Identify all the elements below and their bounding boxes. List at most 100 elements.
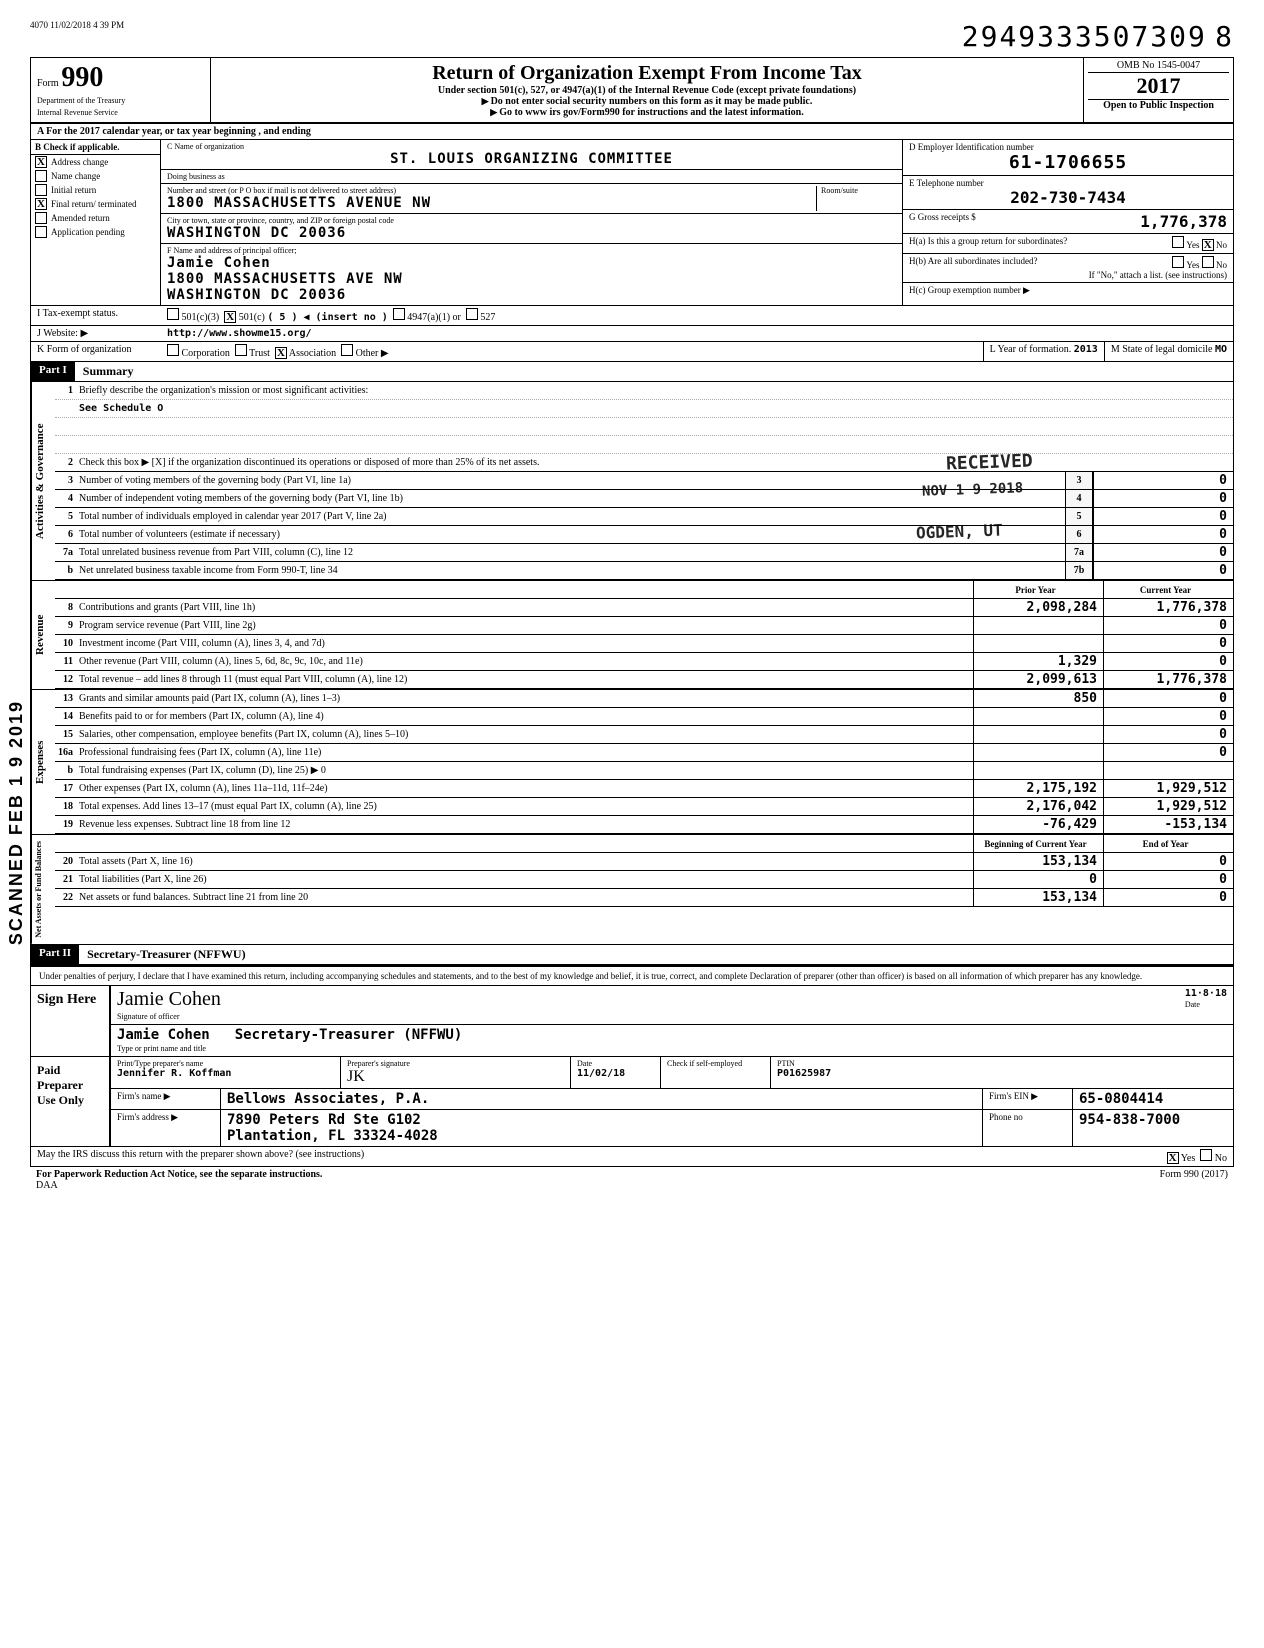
perjury-decl: Under penalties of perjury, I declare th… [31,967,1233,986]
line-num: b [55,765,77,776]
line-current: 0 [1103,635,1233,652]
line-prior [973,708,1103,725]
checkbox-label: Final return/ terminated [51,199,136,209]
ogden-stamp: OGDEN, UT [916,520,1003,542]
officer-name-typed: Jamie Cohen [117,1027,210,1043]
open-public: Open to Public Inspection [1088,99,1229,111]
line-text: Number of voting members of the governin… [77,474,1065,487]
line-current: 1,776,378 [1103,599,1233,616]
part1-hdr-row: Part I Summary [30,362,1234,382]
line-amt: 0 [1093,490,1233,507]
firm-addr: 7890 Peters Rd Ste G102 Plantation, FL 3… [221,1110,983,1146]
line-prior: 850 [973,690,1103,707]
line-amt: 0 [1093,526,1233,543]
col-b: B Check if applicable. XAddress changeNa… [31,140,161,305]
line-prior: 2,175,192 [973,780,1103,797]
line-text: Total number of individuals employed in … [77,510,1065,523]
hb-yes: Yes [1186,260,1199,270]
prep-sig-label: Preparer's signature [347,1059,564,1068]
i-opts: 501(c)(3) X 501(c) ( 5 ) ◀ (insert no ) … [161,306,501,325]
checkbox-row: XAddress change [31,155,160,169]
line-amt: 0 [1093,562,1233,579]
net-section: Net Assets or Fund Balances Beginning of… [30,835,1234,945]
line-row: 14 Benefits paid to or for members (Part… [55,708,1233,726]
line-num: 19 [55,819,77,830]
col-b-hdr: B Check if applicable. [31,140,160,155]
signature-block: Under penalties of perjury, I declare th… [30,965,1234,1057]
ein-label: D Employer Identification number [909,142,1227,152]
line-row: 18 Total expenses. Add lines 13–17 (must… [55,798,1233,816]
line-row: 3 Number of voting members of the govern… [55,472,1233,490]
line-row: 4 Number of independent voting members o… [55,490,1233,508]
line-current: 0 [1103,726,1233,743]
line-num: 11 [55,656,77,667]
line-text: Contributions and grants (Part VIII, lin… [77,601,973,614]
ha-no-chk: X [1202,239,1214,251]
line-prior: 2,098,284 [973,599,1103,616]
ln1: Briefly describe the organization's miss… [77,384,1233,397]
line-text: Net unrelated business taxable income fr… [77,564,1065,577]
i-501c-chk: X [224,311,236,323]
line-row: 9 Program service revenue (Part VIII, li… [55,617,1233,635]
row-a: A For the 2017 calendar year, or tax yea… [30,124,1234,140]
org-name-label: C Name of organization [167,142,896,151]
line-num: 7a [55,547,77,558]
date-label: Date [1185,1000,1200,1009]
line-current: 0 [1103,617,1233,634]
i-4947: 4947(a)(1) or [407,312,461,323]
discuss-yes: Yes [1181,1153,1196,1164]
i-label: I Tax-exempt status. [31,306,161,325]
line-row: 11 Other revenue (Part VIII, column (A),… [55,653,1233,671]
line-num: 10 [55,638,77,649]
line-num: 4 [55,493,77,504]
ha-yes: Yes [1186,240,1199,250]
line-row: 21 Total liabilities (Part X, line 26) 0… [55,871,1233,889]
form-note2: Go to www irs gov/Form990 for instructio… [217,107,1077,118]
irs: Internal Revenue Service [37,108,118,117]
firm-phone: 954-838-7000 [1073,1110,1233,1146]
hb-no-chk [1202,256,1214,268]
doc-stamp-number: 2949333507309 8 [962,20,1234,53]
prep-date: 11/02/18 [577,1068,654,1079]
col-right: D Employer Identification number 61-1706… [903,140,1233,305]
line-prior: 153,134 [973,889,1103,906]
received-stamp: RECEIVED [946,450,1033,474]
footer-left: For Paperwork Reduction Act Notice, see … [36,1169,322,1180]
col-c: C Name of organization ST. LOUIS ORGANIZ… [161,140,903,305]
tel: 202-730-7434 [909,188,1227,207]
checkbox: X [35,156,47,168]
line-prior: -76,429 [973,816,1103,833]
part2-hdr: Part II [31,945,79,964]
checkbox-row: Application pending [31,225,160,239]
officer-label: F Name and address of principal officer; [167,246,896,255]
line-prior: 1,329 [973,653,1103,670]
tax-year: 2017 [1088,73,1229,99]
k-corp: Corporation [182,348,230,359]
line-num: 13 [55,693,77,704]
firm-ein: 65-0804414 [1073,1089,1233,1109]
discuss-yn: X Yes No [1167,1149,1227,1164]
addr: 1800 MASSACHUSETTS AVENUE NW [167,195,816,211]
line-text: Benefits paid to or for members (Part IX… [77,710,973,723]
line-text: Number of independent voting members of … [77,492,1065,505]
gov-tab: Activities & Governance [31,382,55,580]
line-prior [973,635,1103,652]
top-meta: 4070 11/02/2018 4 39 PM 2949333507309 8 [30,20,1234,53]
checkbox: X [35,198,47,210]
discuss-yes-chk: X [1167,1152,1179,1164]
checkbox-label: Initial return [51,185,96,195]
line-prior: 0 [973,871,1103,888]
form-label: Form [37,78,59,89]
firm-addr-label: Firm's address ▶ [111,1110,221,1146]
hb-yn: Yes No [1172,256,1227,270]
i-527: 527 [480,312,495,323]
line-num: 21 [55,874,77,885]
line-num: 5 [55,511,77,522]
line-current: 1,929,512 [1103,780,1233,797]
line-text: Revenue less expenses. Subtract line 18 … [77,818,973,831]
governance-section: Activities & Governance 1 Briefly descri… [30,382,1234,581]
line-amt: 0 [1093,544,1233,561]
stamp-num: 2949333507309 [962,20,1207,53]
preparer-block: Paid Preparer Use Only Print/Type prepar… [30,1057,1234,1147]
prep-name: Jennifer R. Koffman [117,1068,334,1079]
